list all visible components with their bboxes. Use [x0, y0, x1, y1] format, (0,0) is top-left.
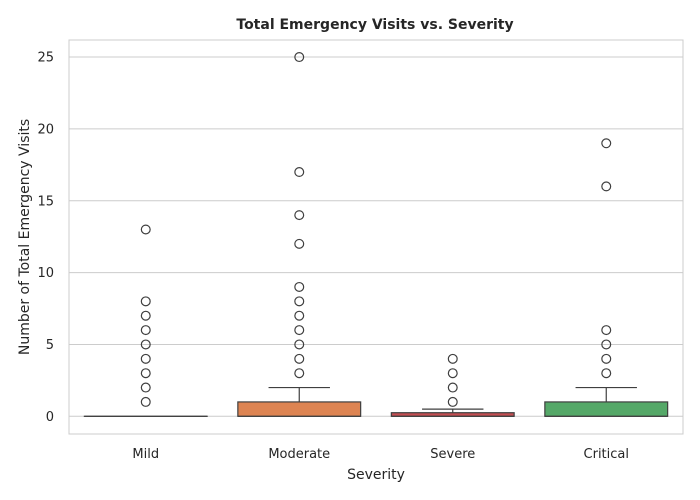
mild-outlier	[140, 353, 151, 364]
boxes	[83, 52, 669, 417]
mild-outlier	[140, 368, 151, 379]
x-axis-label: Severity	[347, 467, 405, 483]
moderate-outlier	[294, 339, 305, 350]
chart-title: Total Emergency Visits vs. Severity	[236, 17, 513, 33]
y-tick-labels: 0 5 10 15 20 25	[37, 51, 54, 425]
y-tick-label: 5	[46, 338, 54, 353]
x-tick-label: Critical	[584, 447, 629, 462]
moderate-outlier	[294, 325, 305, 336]
critical-outlier	[601, 181, 612, 192]
mild-outlier	[140, 325, 151, 336]
y-tick-label: 25	[37, 51, 54, 66]
severe-outlier	[447, 382, 458, 393]
moderate-outlier	[294, 296, 305, 307]
severe-outlier	[447, 396, 458, 407]
x-tick-labels: Mild Moderate Severe Critical	[132, 447, 629, 462]
grid-lines	[69, 56, 683, 417]
moderate-outlier	[294, 238, 305, 249]
moderate-box	[237, 401, 362, 417]
mild-outlier	[140, 339, 151, 350]
moderate-outlier	[294, 52, 305, 63]
x-tick-label: Severe	[430, 447, 475, 462]
x-tick-label: Moderate	[268, 447, 330, 462]
y-tick-label: 20	[37, 122, 54, 137]
y-tick-label: 15	[37, 194, 54, 209]
y-tick-label: 0	[46, 410, 54, 425]
critical-box	[544, 401, 669, 417]
moderate-outlier	[294, 368, 305, 379]
severe-outlier	[447, 368, 458, 379]
critical-outlier	[601, 368, 612, 379]
critical-outlier	[601, 339, 612, 350]
y-tick-label: 10	[37, 266, 54, 281]
moderate-outlier	[294, 310, 305, 321]
critical-outlier	[601, 325, 612, 336]
y-axis-label: Number of Total Emergency Visits	[17, 119, 33, 355]
mild-outlier	[140, 310, 151, 321]
mild-outlier	[140, 382, 151, 393]
moderate-outlier	[294, 281, 305, 292]
mild-outlier	[140, 396, 151, 407]
plot-frame	[68, 39, 684, 435]
moderate-outlier	[294, 353, 305, 364]
critical-outlier	[601, 138, 612, 149]
x-tick-label: Mild	[132, 447, 159, 462]
severe-outlier	[447, 353, 458, 364]
mild-outlier	[140, 296, 151, 307]
mild-outlier	[140, 224, 151, 235]
moderate-outlier	[294, 167, 305, 178]
critical-outlier	[601, 353, 612, 364]
moderate-outlier	[294, 210, 305, 221]
